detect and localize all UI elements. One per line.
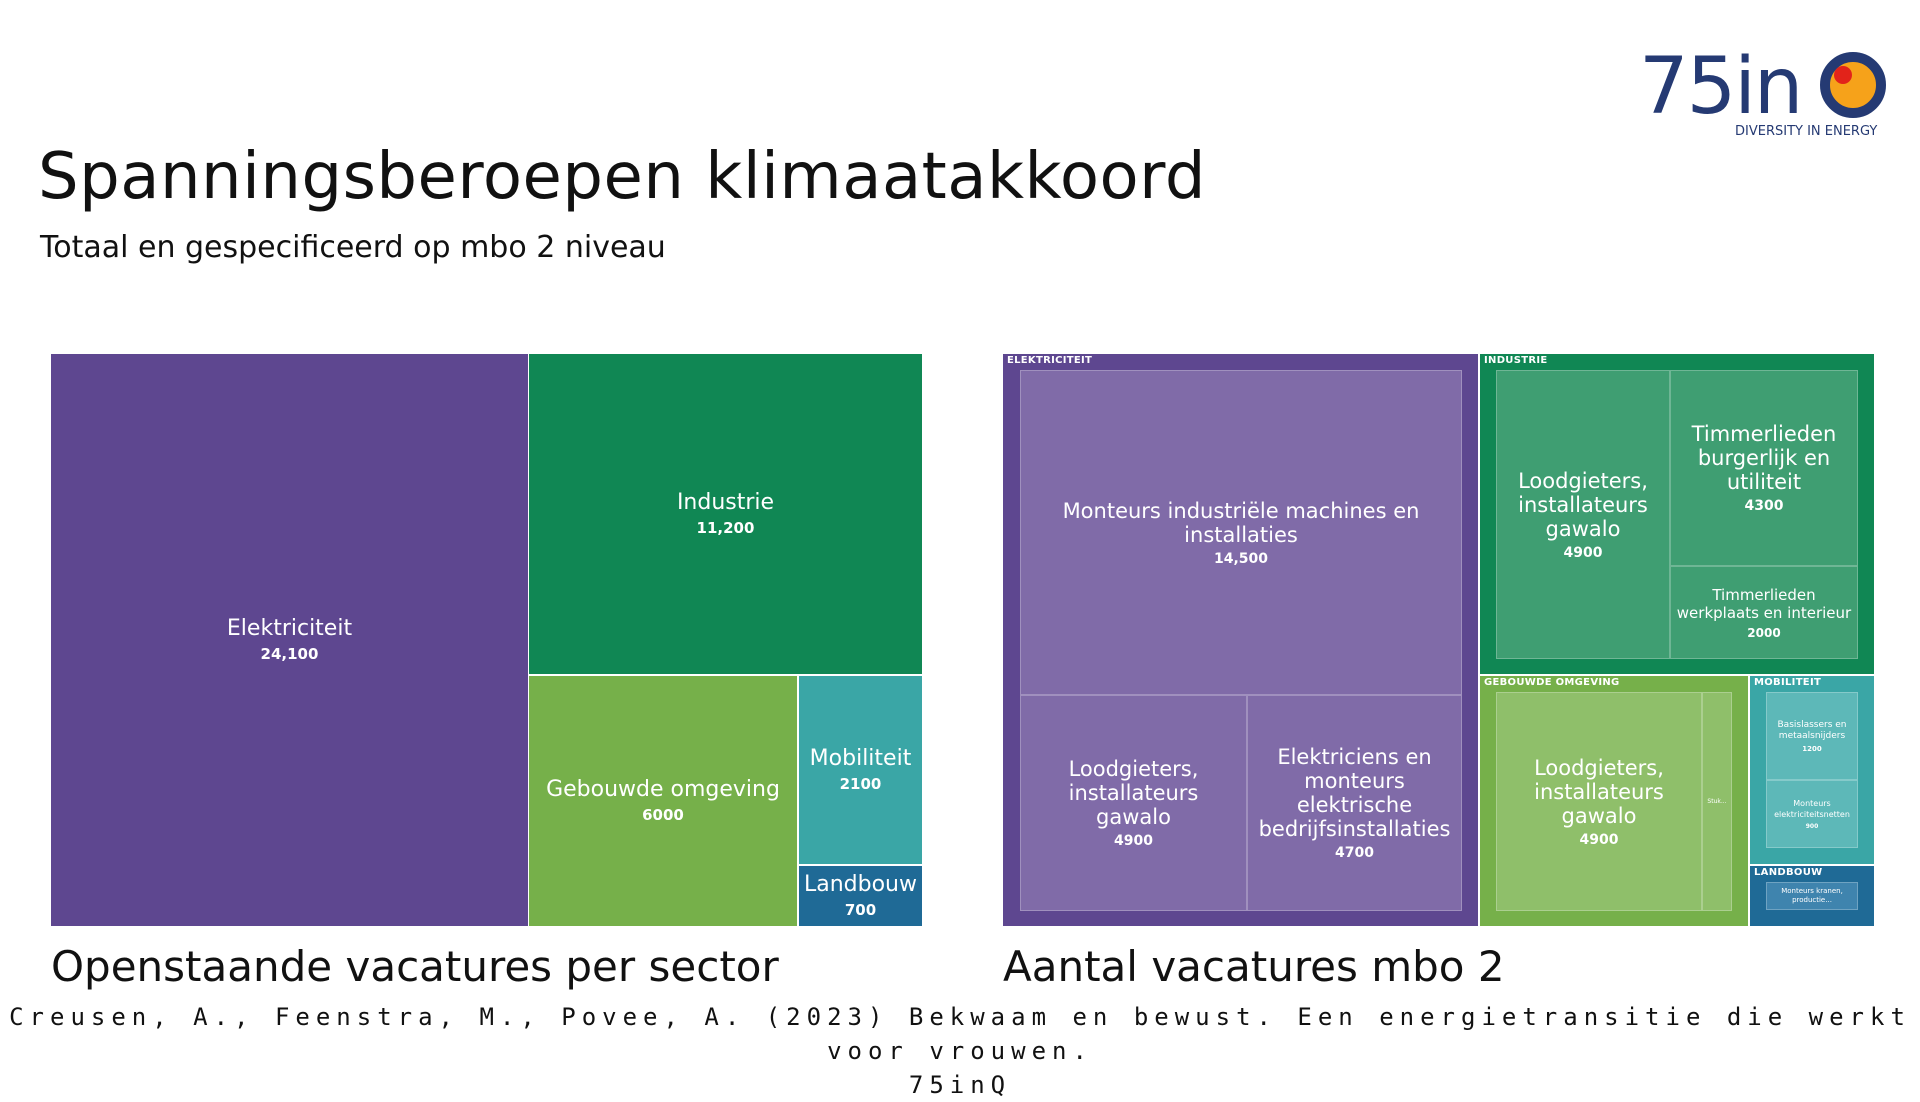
cell-value: 4700 (1335, 845, 1374, 861)
cell-value: 24,100 (260, 645, 319, 663)
cell-label: Loodgieters, installateurs gawalo (1068, 757, 1199, 829)
treemap-group-landbouw: LANDBOUW Monteurs kranen, productie... (1750, 866, 1874, 926)
treemap-cell-elektriciens[interactable]: Elektriciens en monteurs elektrische bed… (1247, 695, 1462, 911)
cell-label: Loodgieters, installateurs gawalo (1534, 755, 1664, 828)
treemap-cell-loodgieters-geb[interactable]: Loodgieters, installateurs gawalo 4900 (1496, 692, 1702, 911)
cell-value: 4900 (1579, 831, 1619, 848)
cell-label: Monteurs elektriciteitsnetten (1774, 799, 1850, 819)
treemap-cell-landbouw[interactable]: Landbouw 700 (799, 866, 922, 926)
cell-value: 4900 (1114, 833, 1153, 849)
cell-value: 1200 (1802, 744, 1822, 753)
treemap-group-mobiliteit: MOBILITEIT Basislassers en metaalsnijder… (1750, 676, 1874, 864)
treemap-cell-mobiliteit[interactable]: Mobiliteit 2100 (799, 676, 922, 864)
logo-ring-icon (1820, 52, 1886, 118)
cell-value: 2000 (1747, 625, 1781, 640)
right-chart-caption: Aantal vacatures mbo 2 (1003, 942, 1505, 991)
cell-value: 700 (844, 901, 877, 919)
treemap-cell-timmerlieden-burgerlijk[interactable]: Timmerlieden burgerlijk en utiliteit 430… (1670, 370, 1858, 566)
cell-value: 4900 (1563, 544, 1603, 561)
group-header: MOBILITEIT (1754, 677, 1822, 688)
treemap-cell-loodgieters-elek[interactable]: Loodgieters, installateurs gawalo 4900 (1020, 695, 1247, 911)
logo-text: 75in (1639, 42, 1803, 132)
treemap-cell-monteurs-industriele[interactable]: Monteurs industriële machines en install… (1020, 370, 1462, 695)
cell-value: 14,500 (1213, 550, 1269, 567)
page-subtitle: Totaal en gespecificeerd op mbo 2 niveau (40, 230, 666, 265)
cell-label: Industrie (676, 490, 775, 515)
group-header: ELEKTRICITEIT (1007, 355, 1093, 366)
treemap-cell-stuk[interactable]: Stuk... (1702, 692, 1732, 911)
cell-value: 4300 (1744, 498, 1784, 514)
cell-label: Stuk... (1707, 798, 1727, 805)
logo-tagline: DIVERSITY IN ENERGY (1735, 124, 1878, 139)
citation-line-2: 75inQ (908, 1071, 1012, 1099)
cell-label: Mobiliteit (809, 746, 912, 771)
cell-value: 900 (1805, 823, 1819, 830)
cell-label: Timmerlieden werkplaats en interieur (1676, 585, 1852, 622)
treemap-cell-monteurs-netten[interactable]: Monteurs elektriciteitsnetten 900 (1766, 780, 1858, 848)
cell-label: Gebouwde omgeving (546, 777, 780, 802)
group-header: INDUSTRIE (1484, 355, 1548, 366)
cell-label: Timmerlieden burgerlijk en utiliteit (1691, 422, 1837, 494)
citation: Creusen, A., Feenstra, M., Povee, A. (20… (0, 1000, 1920, 1102)
treemap-cell-gebouwde-omgeving[interactable]: Gebouwde omgeving 6000 (529, 676, 797, 926)
cell-value: 2100 (839, 775, 882, 793)
group-header: GEBOUWDE OMGEVING (1484, 677, 1620, 688)
cell-value: 6000 (642, 806, 684, 824)
cell-label: Landbouw (803, 872, 917, 897)
cell-label: Elektriciteit (226, 616, 353, 641)
group-header: LANDBOUW (1754, 867, 1823, 878)
page-title: Spanningsberoepen klimaatakkoord (38, 140, 1206, 214)
treemap-cell-basislassers[interactable]: Basislassers en metaalsnijders 1200 (1766, 692, 1858, 780)
logo-dot-icon (1834, 66, 1852, 84)
treemap-group-gebouwde-omgeving: GEBOUWDE OMGEVING Loodgieters, installat… (1480, 676, 1748, 926)
treemap-cell-timmerlieden-werkplaats[interactable]: Timmerlieden werkplaats en interieur 200… (1670, 566, 1858, 659)
treemap-group-industrie: INDUSTRIE Loodgieters, installateurs gaw… (1480, 354, 1874, 674)
logo: 75in DIVERSITY IN ENERGY (1635, 42, 1895, 152)
left-chart-caption: Openstaande vacatures per sector (51, 942, 779, 991)
treemap-cell-monteurs-kranen[interactable]: Monteurs kranen, productie... (1766, 882, 1858, 910)
citation-line-1: Creusen, A., Feenstra, M., Povee, A. (20… (9, 1003, 1911, 1065)
cell-label: Monteurs industriële machines en install… (1062, 498, 1420, 547)
treemap-group-elektriciteit: ELEKTRICITEIT Monteurs industriële machi… (1003, 354, 1478, 926)
treemap-cell-elektriciteit[interactable]: Elektriciteit 24,100 (51, 354, 528, 926)
cell-value: 11,200 (696, 519, 755, 537)
treemap-cell-loodgieters-ind[interactable]: Loodgieters, installateurs gawalo 4900 (1496, 370, 1670, 659)
cell-label: Elektriciens en monteurs elektrische bed… (1258, 745, 1451, 841)
cell-label: Monteurs kranen, productie... (1781, 887, 1843, 904)
cell-label: Basislassers en metaalsnijders (1777, 719, 1847, 741)
treemap-cell-industrie[interactable]: Industrie 11,200 (529, 354, 922, 674)
cell-label: Loodgieters, installateurs gawalo (1518, 468, 1648, 541)
